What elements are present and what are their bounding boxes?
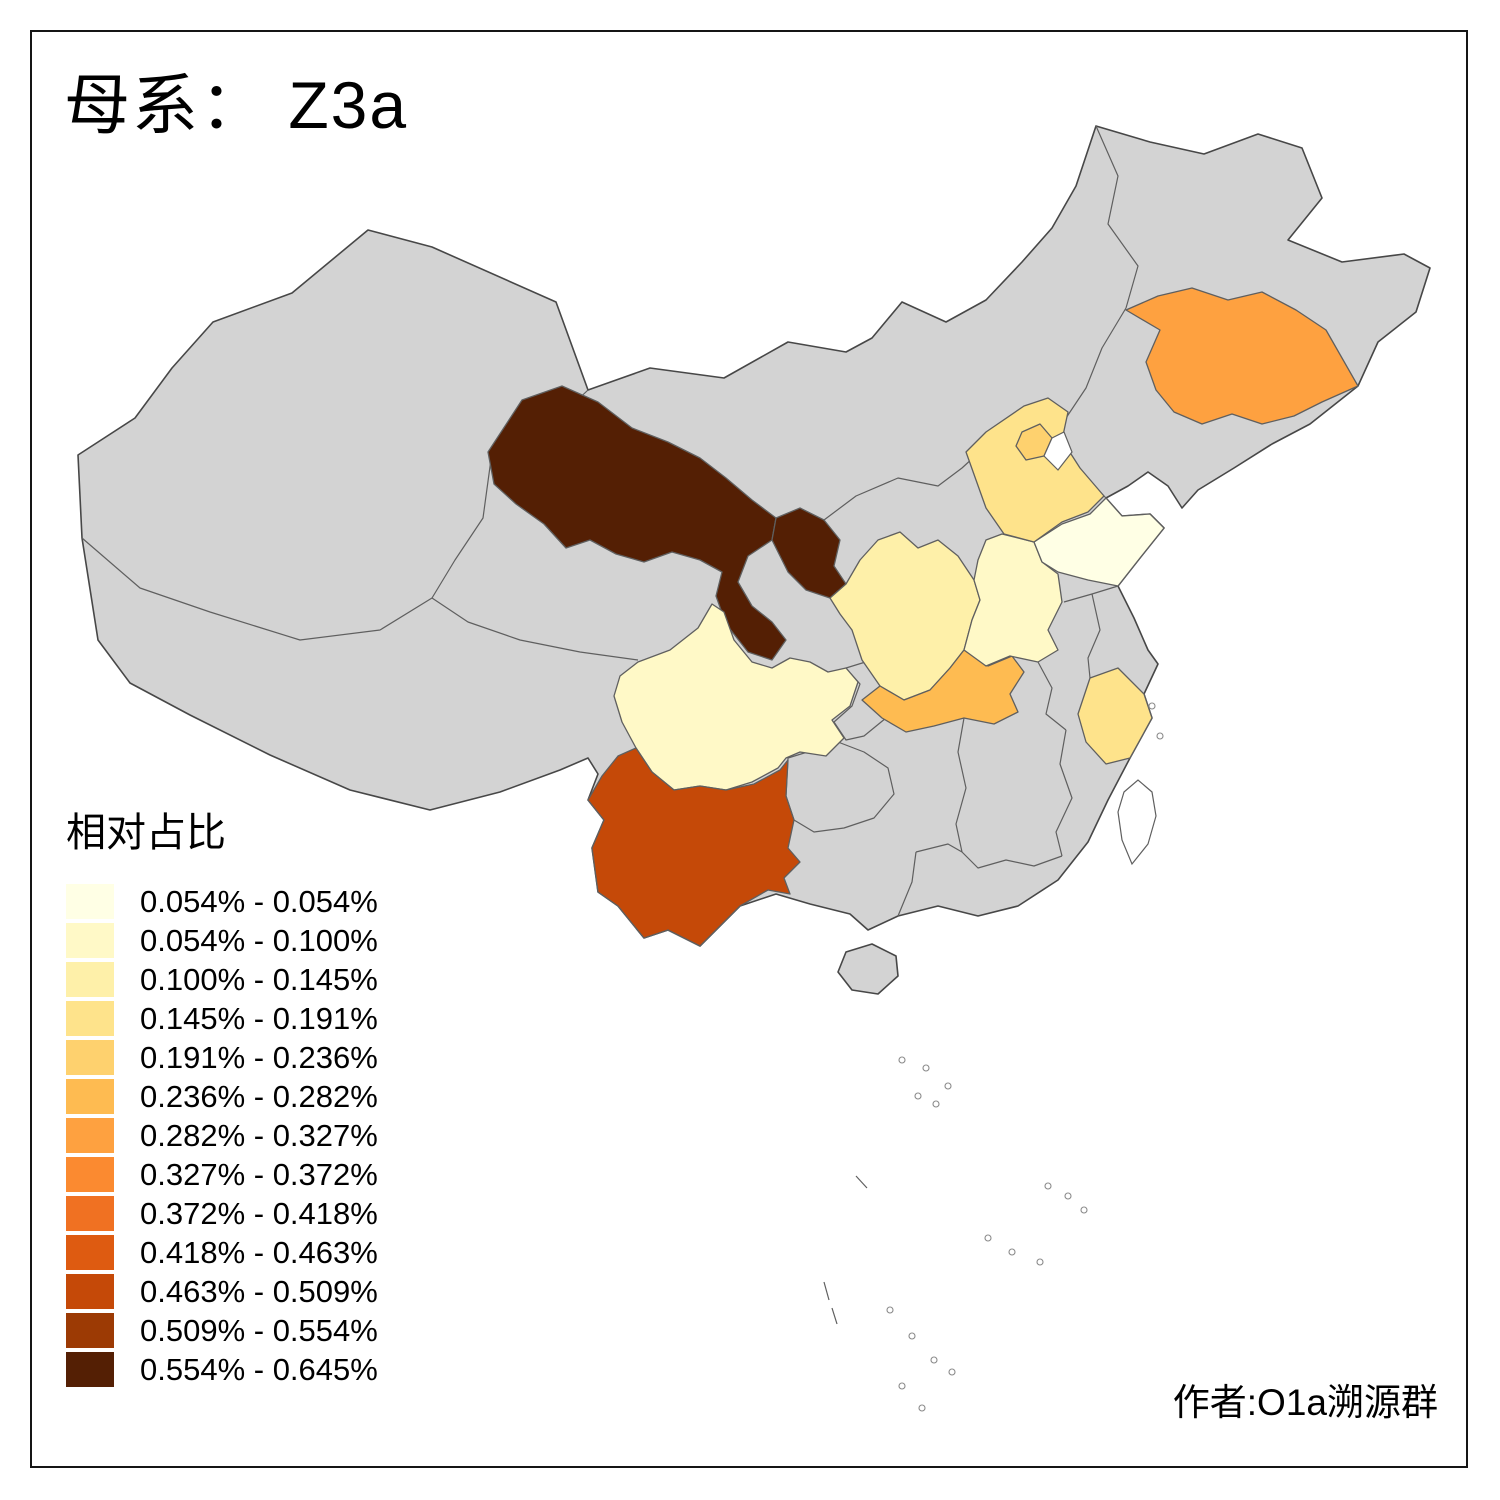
border-hunan-east — [955, 717, 967, 853]
border-heilongjiang-west — [1095, 125, 1139, 309]
legend-label: 0.145% - 0.191% — [140, 1000, 378, 1036]
legend-item: 0.327% - 0.372% — [66, 1155, 378, 1194]
region-taiwan — [1117, 779, 1157, 866]
legend-swatch — [66, 923, 114, 958]
region-jilin — [1125, 287, 1359, 425]
legend-item: 0.100% - 0.145% — [66, 960, 378, 999]
legend-label: 0.554% - 0.645% — [140, 1351, 378, 1387]
border-anhui-west — [1037, 661, 1067, 731]
legend: 相对占比 0.054% - 0.054% 0.054% - 0.100% 0.100… — [66, 800, 378, 1389]
region-hainan — [837, 943, 899, 995]
legend-swatch — [66, 1157, 114, 1192]
legend-label: 0.282% - 0.327% — [140, 1117, 378, 1153]
border-guangdong-north — [961, 851, 1063, 869]
legend-item: 0.054% - 0.054% — [66, 882, 378, 921]
legend-item: 0.282% - 0.327% — [66, 1116, 378, 1155]
region-shandong — [1033, 497, 1165, 587]
region-hubei — [861, 649, 1025, 733]
legend-label: 0.372% - 0.418% — [140, 1195, 378, 1231]
legend-swatch — [66, 1040, 114, 1075]
legend-swatch — [66, 1313, 114, 1348]
legend-item: 0.372% - 0.418% — [66, 1194, 378, 1233]
legend-label: 0.054% - 0.054% — [140, 883, 378, 919]
legend-item: 0.463% - 0.509% — [66, 1272, 378, 1311]
legend-swatch — [66, 962, 114, 997]
region-hebei — [965, 397, 1105, 543]
legend-item: 0.554% - 0.645% — [66, 1350, 378, 1389]
legend-items: 0.054% - 0.054% 0.054% - 0.100% 0.100% - 0… — [66, 882, 378, 1389]
attribution: 作者:O1a溯源群 — [1172, 1382, 1438, 1423]
region-tianjin — [1043, 431, 1073, 471]
legend-label: 0.327% - 0.372% — [140, 1156, 378, 1192]
legend-swatch — [66, 1352, 114, 1387]
border-jiangsu-anhui — [1087, 593, 1101, 679]
region-yunnan — [587, 747, 801, 947]
page-title: 母系： Z3a — [64, 68, 409, 142]
legend-swatch — [66, 1118, 114, 1153]
legend-label: 0.100% - 0.145% — [140, 961, 378, 997]
legend-label: 0.191% - 0.236% — [140, 1039, 378, 1075]
legend-swatch — [66, 884, 114, 919]
legend-swatch — [66, 1001, 114, 1036]
region-gansu — [487, 385, 787, 661]
legend-label: 0.236% - 0.282% — [140, 1078, 378, 1114]
legend-item: 0.509% - 0.554% — [66, 1311, 378, 1350]
legend-swatch — [66, 1235, 114, 1270]
border-guangxi-guangdong — [897, 851, 917, 917]
legend-swatch — [66, 1196, 114, 1231]
legend-item: 0.191% - 0.236% — [66, 1038, 378, 1077]
region-zhejiang — [1077, 667, 1153, 765]
legend-title: 相对占比 — [66, 811, 226, 855]
legend-label: 0.418% - 0.463% — [140, 1234, 378, 1270]
legend-swatch — [66, 1274, 114, 1309]
legend-item: 0.054% - 0.100% — [66, 921, 378, 960]
legend-swatch — [66, 1079, 114, 1114]
border-tibet-north — [431, 597, 639, 661]
legend-item: 0.418% - 0.463% — [66, 1233, 378, 1272]
legend-item: 0.236% - 0.282% — [66, 1077, 378, 1116]
legend-label: 0.509% - 0.554% — [140, 1312, 378, 1348]
legend-label: 0.463% - 0.509% — [140, 1273, 378, 1309]
legend-label: 0.054% - 0.100% — [140, 922, 378, 958]
legend-item: 0.145% - 0.191% — [66, 999, 378, 1038]
border-hunan-south — [915, 843, 963, 853]
border-jiangxi-fujian — [1055, 729, 1073, 857]
south-china-sea-islets — [823, 702, 1164, 1412]
